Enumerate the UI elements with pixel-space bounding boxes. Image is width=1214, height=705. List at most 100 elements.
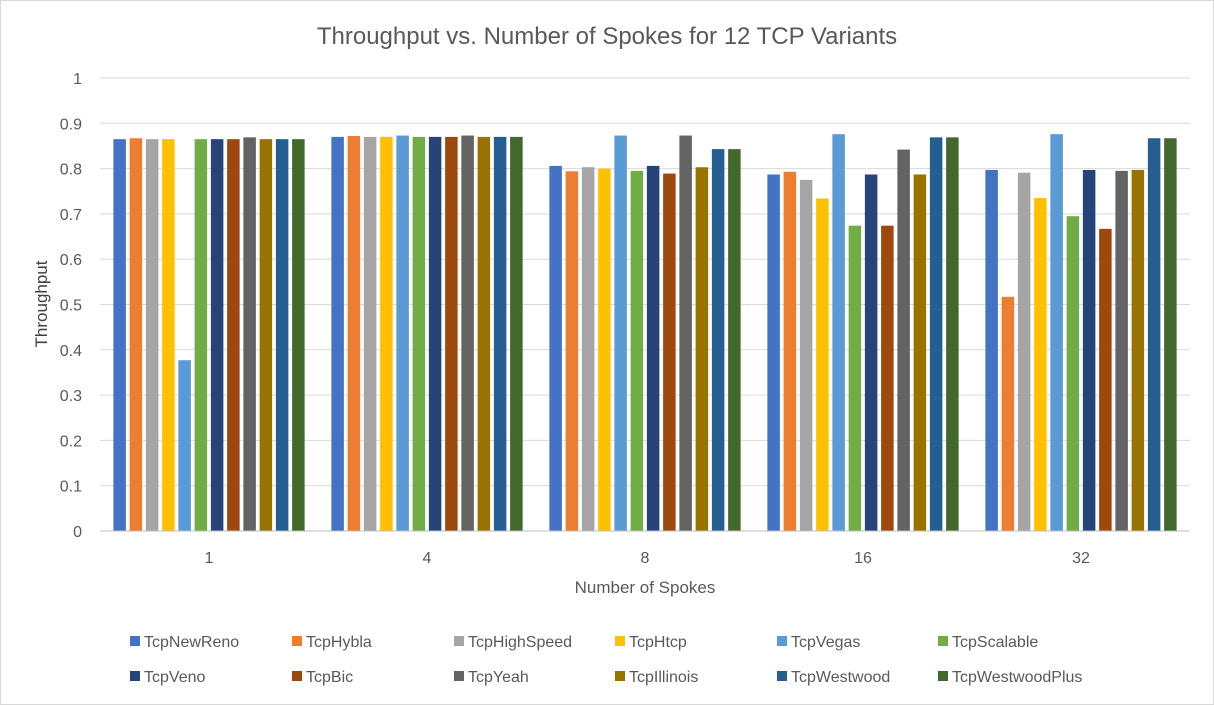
legend-label: TcpHighSpeed	[468, 634, 572, 651]
bar	[832, 134, 845, 531]
legend-swatch	[615, 671, 625, 681]
bar	[243, 137, 256, 531]
legend-item: TcpYeah	[454, 669, 529, 686]
bar	[129, 138, 143, 531]
bar	[598, 168, 611, 531]
legend-swatch	[292, 671, 302, 681]
legend-item: TcpVeno	[130, 669, 205, 686]
legend-label: TcpIllinois	[629, 669, 698, 686]
legend: TcpNewReno TcpHybla TcpHighSpeed TcpHtcp Tcp…	[130, 634, 1082, 686]
bar	[510, 136, 523, 531]
legend-label: TcpVeno	[144, 669, 205, 686]
x-tick-labels: 1 4 8 16 32	[205, 550, 1090, 567]
legend-item: TcpScalable	[938, 634, 1038, 651]
legend-swatch	[938, 671, 948, 681]
bar	[679, 135, 692, 531]
x-tick-label: 16	[854, 550, 872, 567]
legend-item: TcpBic	[292, 669, 353, 686]
legend-swatch	[777, 636, 787, 646]
legend-label: TcpBic	[306, 669, 353, 686]
bar	[767, 174, 780, 531]
bar	[1115, 170, 1128, 532]
x-axis-label: Number of Spokes	[575, 578, 716, 597]
x-tick-label: 4	[423, 550, 432, 567]
y-tick-label: 0.5	[60, 298, 82, 315]
legend-item: TcpIllinois	[615, 669, 698, 686]
legend-label: TcpVegas	[791, 634, 860, 651]
legend-label: TcpScalable	[952, 634, 1038, 651]
x-tick-label: 32	[1072, 550, 1090, 567]
y-tick-labels: 0 0.1 0.2 0.3 0.4 0.5 0.6 0.7 0.8 0.9 1	[60, 71, 82, 541]
bar	[1147, 138, 1161, 531]
bar	[799, 179, 813, 532]
legend-label: TcpNewReno	[144, 634, 239, 651]
bar	[275, 139, 289, 531]
bar	[1131, 169, 1145, 532]
y-tick-label: 0.7	[60, 207, 82, 224]
bar	[581, 167, 595, 531]
legend-swatch	[130, 671, 140, 681]
bar	[663, 173, 676, 531]
bar	[630, 170, 644, 532]
bar	[1001, 296, 1015, 531]
legend-item: TcpHighSpeed	[454, 634, 572, 651]
y-tick-label: 0.1	[60, 479, 82, 496]
bar	[614, 135, 627, 531]
y-tick-label: 1	[73, 71, 82, 88]
bar	[695, 167, 709, 531]
chart-title: Throughput vs. Number of Spokes for 12 T…	[317, 23, 897, 50]
bar	[210, 139, 224, 531]
bar	[113, 139, 126, 531]
legend-item: TcpWestwoodPlus	[938, 669, 1082, 686]
bar	[646, 165, 660, 531]
y-tick-label: 0.6	[60, 252, 82, 269]
bar	[380, 136, 393, 531]
legend-swatch	[615, 636, 625, 646]
bar	[897, 149, 910, 531]
bars	[113, 134, 1177, 532]
bar	[1082, 169, 1096, 532]
legend-swatch	[130, 636, 140, 646]
bar	[728, 149, 741, 531]
bar	[162, 139, 175, 531]
legend-label: TcpYeah	[468, 669, 529, 686]
bar	[864, 174, 878, 531]
bar	[1066, 216, 1080, 532]
bar	[396, 135, 409, 531]
bar	[428, 136, 442, 531]
legend-item: TcpHybla	[292, 634, 372, 651]
bar	[331, 136, 344, 531]
y-tick-label: 0.9	[60, 116, 82, 133]
bar	[1099, 228, 1112, 531]
bar	[549, 165, 562, 531]
bar	[145, 139, 159, 531]
bar	[194, 139, 208, 531]
legend-swatch	[938, 636, 948, 646]
x-tick-label: 1	[205, 550, 214, 567]
bar	[477, 136, 491, 531]
bar	[881, 225, 894, 532]
bar	[1017, 172, 1031, 531]
bar	[292, 139, 305, 531]
bar	[412, 136, 426, 531]
legend-label: TcpWestwoodPlus	[952, 669, 1082, 686]
legend-item: TcpWestwood	[777, 669, 890, 686]
bar	[929, 137, 943, 531]
bar	[913, 174, 927, 531]
bar	[178, 360, 191, 531]
bar	[985, 169, 998, 532]
legend-item: TcpHtcp	[615, 634, 687, 651]
y-tick-label: 0.3	[60, 388, 82, 405]
bar	[816, 198, 829, 532]
legend-swatch	[777, 671, 787, 681]
bar	[1164, 138, 1177, 531]
y-tick-label: 0.4	[60, 343, 82, 360]
legend-label: TcpWestwood	[791, 669, 890, 686]
y-tick-label: 0.2	[60, 433, 82, 450]
bar	[1050, 134, 1063, 531]
bar	[493, 136, 507, 531]
bar	[363, 136, 377, 531]
legend-label: TcpHybla	[306, 634, 372, 651]
y-tick-label: 0	[73, 524, 82, 541]
